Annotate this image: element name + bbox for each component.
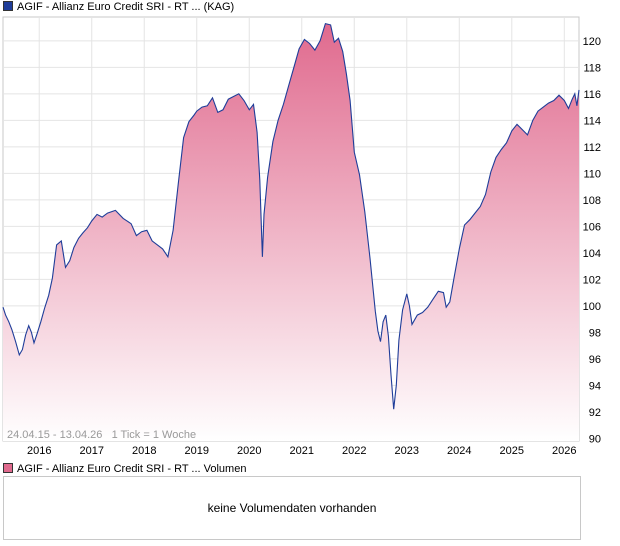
y-tick-label: 100: [583, 301, 601, 313]
x-axis: 2016 2017 2018 2019 2020 2021 2022 2023 2024 2025…: [27, 445, 577, 457]
price-line: [2, 22, 580, 410]
price-legend-swatch: [3, 1, 13, 11]
y-tick-label: 110: [583, 168, 601, 180]
y-tick-label: 92: [589, 407, 601, 419]
x-tick-label: 2025: [500, 445, 524, 457]
volume-panel: keine Volumendaten vorhanden: [3, 476, 581, 540]
y-axis: 90 92 94 96 98 100 102 104 106 108 110 112 114 116 118…: [583, 36, 601, 446]
y-tick-label: 114: [583, 115, 601, 127]
y-tick-label: 106: [583, 221, 601, 233]
x-tick-label: 2023: [395, 445, 419, 457]
x-tick-label: 2021: [290, 445, 314, 457]
x-tick-label: 2019: [185, 445, 209, 457]
x-tick-label: 2026: [552, 445, 576, 457]
volume-legend-label: AGIF - Allianz Euro Credit SRI - RT ... …: [17, 463, 247, 475]
x-tick-label: 2018: [132, 445, 156, 457]
y-tick-label: 94: [589, 380, 601, 392]
price-area: [3, 23, 579, 441]
y-tick-label: 118: [583, 62, 601, 74]
y-tick-label: 112: [583, 142, 601, 154]
no-volume-message: keine Volumendaten vorhanden: [207, 501, 377, 515]
x-tick-label: 2017: [79, 445, 103, 457]
x-tick-label: 2024: [447, 445, 471, 457]
volume-legend: AGIF - Allianz Euro Credit SRI - RT ... …: [3, 463, 246, 475]
chart-info: 24.04.15 - 13.04.26 1 Tick = 1 Woche: [7, 429, 196, 441]
price-chart[interactable]: 90 92 94 96 98 100 102 104 106 108 110 112 114 116 118…: [0, 0, 620, 462]
x-tick-label: 2016: [27, 445, 51, 457]
price-legend: AGIF - Allianz Euro Credit SRI - RT ... …: [3, 1, 234, 13]
y-tick-label: 90: [589, 433, 601, 445]
x-tick-label: 2022: [342, 445, 366, 457]
volume-legend-swatch: [3, 463, 13, 473]
y-tick-label: 120: [583, 36, 601, 48]
y-tick-label: 116: [583, 89, 601, 101]
y-tick-label: 102: [583, 274, 601, 286]
y-tick-label: 108: [583, 195, 601, 207]
y-tick-label: 98: [589, 327, 601, 339]
price-legend-label: AGIF - Allianz Euro Credit SRI - RT ... …: [17, 1, 235, 13]
x-tick-label: 2020: [237, 445, 261, 457]
y-tick-label: 104: [583, 248, 601, 260]
y-tick-label: 96: [589, 354, 601, 366]
